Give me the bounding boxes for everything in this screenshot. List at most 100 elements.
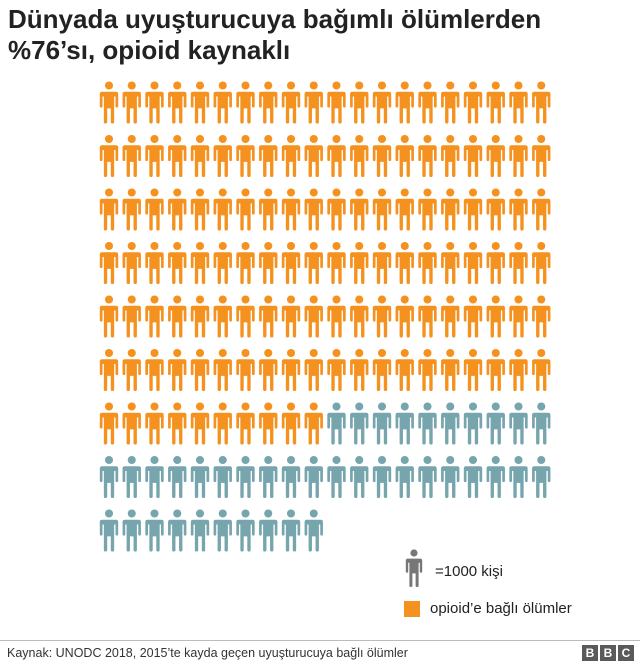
person-icon-opioid (350, 188, 369, 231)
person-icon-opioid (281, 402, 301, 445)
person-icon-other (486, 402, 505, 445)
person-icon-other (372, 455, 392, 499)
bbc-logo: B B C (582, 645, 634, 661)
person-icon-opioid (304, 188, 323, 231)
person-icon-opioid (418, 241, 437, 285)
person-icon-opioid (168, 241, 187, 285)
person-icon-opioid (418, 348, 437, 392)
person-icon-opioid (190, 241, 210, 285)
person-icon-opioid (395, 134, 414, 178)
person-icon-opioid (532, 188, 551, 231)
person-icon-other (350, 402, 369, 445)
logo-letter: B (600, 645, 616, 661)
person-icon-opioid (372, 241, 392, 285)
person-icon-opioid (304, 134, 323, 178)
person-icon-other (99, 509, 119, 552)
person-icon-opioid (281, 188, 301, 231)
person-icon-opioid (486, 348, 505, 392)
legend-unit-label: =1000 kişi (435, 563, 503, 580)
person-icon-opioid (509, 241, 528, 285)
person-icon-opioid (395, 348, 414, 392)
person-icon-opioid (304, 295, 323, 338)
person-icon-opioid (168, 188, 187, 231)
person-icon-opioid (350, 348, 369, 392)
person-icon-opioid (259, 241, 278, 285)
person-icon-opioid (532, 348, 551, 392)
person-icon-opioid (486, 81, 505, 124)
person-icon-opioid (236, 402, 255, 445)
person-icon-opioid (486, 295, 505, 338)
person-icon-opioid (327, 81, 346, 124)
person-icon-other (259, 509, 278, 552)
person-icon-opioid (213, 348, 232, 392)
person-icon-opioid (213, 402, 232, 445)
legend-swatch-opioid (404, 601, 420, 617)
person-icon-other (168, 509, 187, 552)
person-icon-opioid (372, 348, 392, 392)
person-icon-opioid (395, 295, 414, 338)
person-icon-other (168, 455, 187, 499)
person-icon-opioid (168, 134, 187, 178)
person-icon-opioid (99, 188, 119, 231)
person-icon-opioid (236, 241, 255, 285)
person-icon-other (327, 455, 346, 499)
person-icon-opioid (304, 402, 323, 445)
person-icon-opioid (122, 402, 141, 445)
source-note: Kaynak: UNODC 2018, 2015’te kayda geçen … (7, 646, 408, 660)
legend-category-label: opioid’e bağlı ölümler (430, 600, 572, 617)
person-icon-opioid (304, 241, 323, 285)
person-icon-opioid (509, 295, 528, 338)
person-icon-other (350, 455, 369, 499)
person-icon-other (418, 455, 437, 499)
person-icon-opioid (304, 81, 323, 124)
person-icon-opioid (395, 188, 414, 231)
person-icon-opioid (350, 81, 369, 124)
person-icon-opioid (190, 134, 210, 178)
person-icon-opioid (259, 402, 278, 445)
person-icon-opioid (213, 81, 232, 124)
person-icon-opioid (327, 295, 346, 338)
person-icon-opioid (213, 188, 232, 231)
person-icon-opioid (486, 188, 505, 231)
person-icon-opioid (372, 81, 392, 124)
person-icon-other (418, 402, 437, 445)
person-icon-opioid (259, 134, 278, 178)
person-icon-opioid (190, 348, 210, 392)
footer-divider (0, 640, 640, 641)
person-icon-opioid (99, 295, 119, 338)
person-icon-opioid (463, 348, 483, 392)
person-icon-opioid (122, 81, 141, 124)
person-icon-opioid (327, 188, 346, 231)
person-icon-opioid (99, 402, 119, 445)
person-icon-opioid (532, 295, 551, 338)
person-icon-opioid (486, 241, 505, 285)
person-icon-opioid (122, 348, 141, 392)
person-icon-opioid (441, 348, 460, 392)
person-icon-opioid (327, 241, 346, 285)
person-icon-other (190, 455, 210, 499)
person-icon-opioid (532, 241, 551, 285)
person-icon-opioid (99, 81, 119, 124)
person-icon-other (509, 455, 528, 499)
person-icon-other (281, 455, 301, 499)
person-icon-opioid (509, 81, 528, 124)
person-icon-opioid (350, 134, 369, 178)
chart-title: Dünyada uyuşturucuya bağımlı ölümlerden … (8, 4, 542, 65)
person-icon-other (441, 402, 460, 445)
person-icon-opioid (463, 81, 483, 124)
person-icon-opioid (281, 81, 301, 124)
person-icon-opioid (395, 241, 414, 285)
person-icon-opioid (190, 402, 210, 445)
person-icon-other (145, 455, 164, 499)
person-icon-opioid (441, 134, 460, 178)
person-icon-opioid (327, 134, 346, 178)
person-icon-opioid (441, 295, 460, 338)
person-icon-opioid (281, 241, 301, 285)
person-icon-opioid (395, 81, 414, 124)
person-icon-other (281, 509, 301, 552)
person-icon-other (372, 402, 392, 445)
person-icon-opioid (532, 81, 551, 124)
person-icon-other (463, 455, 483, 499)
person-icon-opioid (236, 81, 255, 124)
